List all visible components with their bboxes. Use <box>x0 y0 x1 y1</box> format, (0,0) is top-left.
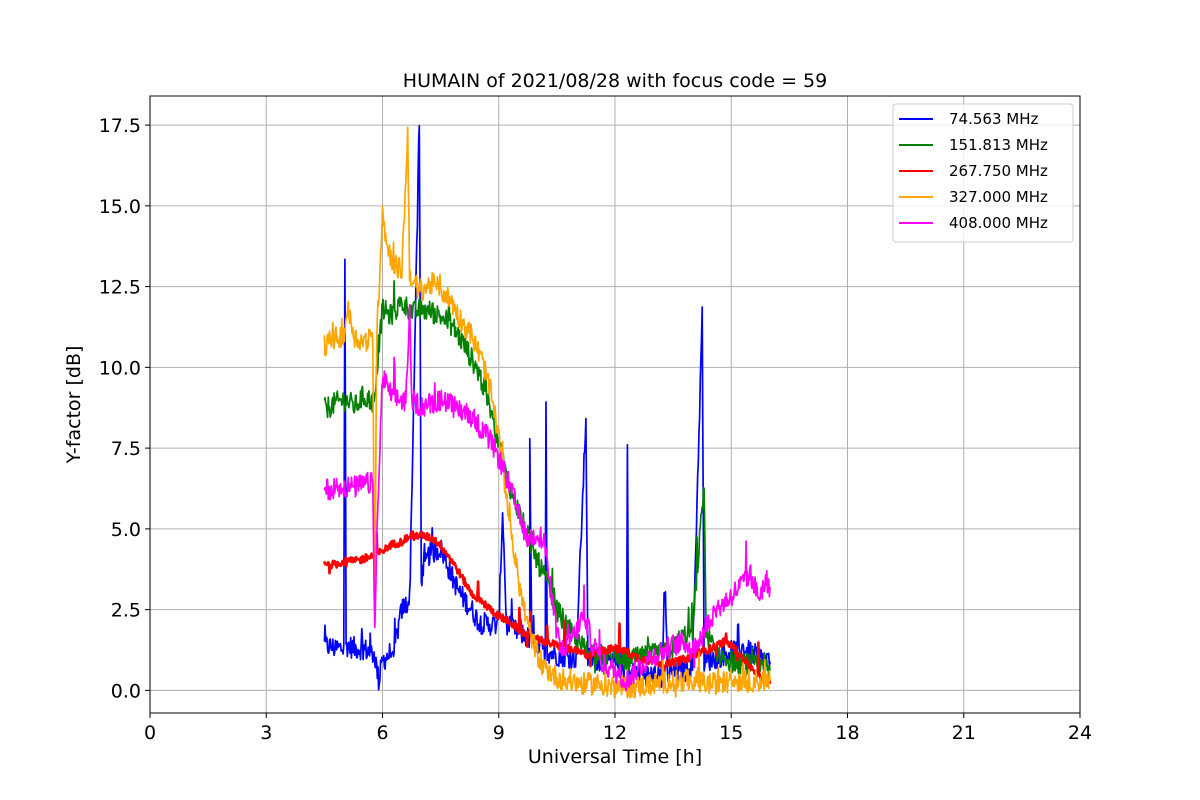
legend-entry-4: 327.000 MHz <box>949 188 1048 206</box>
series-line-1 <box>323 124 771 691</box>
x-tick-label: 12 <box>603 722 627 744</box>
x-tick-label: 18 <box>835 722 859 744</box>
x-tick-label: 6 <box>376 722 388 744</box>
legend-box <box>892 103 1074 243</box>
y-tick-label: 7.5 <box>111 438 141 460</box>
x-tick-label: 24 <box>1068 722 1092 744</box>
series-line-3 <box>323 530 772 686</box>
legend-entry-2: 151.813 MHz <box>949 136 1048 154</box>
y-tick-label: 5.0 <box>111 519 141 541</box>
y-tick-label: 0.0 <box>111 680 141 702</box>
x-tick-label: 21 <box>952 722 976 744</box>
y-tick-label: 12.5 <box>99 277 141 299</box>
series-lines <box>323 124 772 699</box>
x-tick-label: 0 <box>144 722 156 744</box>
legend: 74.563 MHz 151.813 MHz 267.750 MHz 327.000 … <box>892 103 1074 243</box>
chart-title: HUMAIN of 2021/08/28 with focus code = 5… <box>403 70 827 92</box>
y-axis-ticks: 0.0 2.5 5.0 7.5 10.0 12.5 15.0 17.5 <box>99 115 150 702</box>
y-tick-label: 10.0 <box>99 357 141 379</box>
x-axis-label: Universal Time [h] <box>528 746 702 768</box>
y-tick-label: 17.5 <box>99 115 141 137</box>
y-tick-label: 15.0 <box>99 196 141 218</box>
y-axis-label: Y-factor [dB] <box>63 346 85 465</box>
x-axis-ticks: 0 3 6 9 12 15 18 21 24 <box>144 713 1092 744</box>
legend-entry-1: 74.563 MHz <box>949 110 1038 128</box>
legend-entry-5: 408.000 MHz <box>949 214 1048 232</box>
y-tick-label: 2.5 <box>111 600 141 622</box>
series-line-5 <box>323 304 771 692</box>
x-tick-label: 3 <box>260 722 272 744</box>
legend-entry-3: 267.750 MHz <box>949 162 1048 180</box>
series-line-4 <box>323 126 771 699</box>
x-tick-label: 15 <box>719 722 743 744</box>
x-tick-label: 9 <box>493 722 505 744</box>
series-line-2 <box>323 279 771 677</box>
